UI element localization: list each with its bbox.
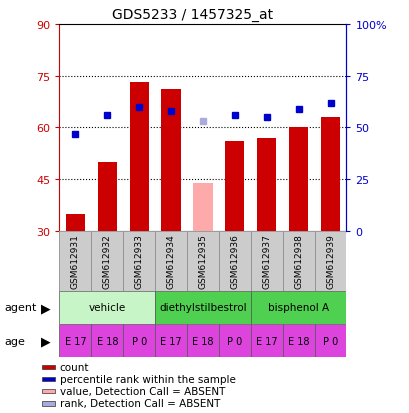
Text: ▶: ▶ bbox=[41, 301, 50, 314]
Bar bbox=[314, 324, 346, 357]
Bar bbox=[123, 231, 155, 291]
Text: E 17: E 17 bbox=[255, 336, 277, 346]
Text: E 17: E 17 bbox=[160, 336, 182, 346]
Bar bbox=[59, 324, 91, 357]
Text: age: age bbox=[4, 336, 25, 346]
Bar bbox=[43, 389, 54, 394]
Text: GSM612931: GSM612931 bbox=[71, 234, 80, 289]
Text: GSM612932: GSM612932 bbox=[103, 234, 112, 289]
Bar bbox=[225, 142, 244, 231]
Bar bbox=[250, 231, 282, 291]
Bar bbox=[91, 324, 123, 357]
Bar bbox=[129, 83, 148, 231]
Bar bbox=[218, 231, 250, 291]
Text: P 0: P 0 bbox=[322, 336, 337, 346]
Text: GSM612936: GSM612936 bbox=[230, 234, 239, 289]
Bar bbox=[193, 183, 212, 231]
Bar bbox=[256, 138, 276, 231]
Bar bbox=[155, 324, 187, 357]
Text: P 0: P 0 bbox=[131, 336, 146, 346]
Text: GSM612937: GSM612937 bbox=[262, 234, 271, 289]
Bar bbox=[66, 214, 85, 231]
Text: diethylstilbestrol: diethylstilbestrol bbox=[159, 303, 246, 313]
Text: value, Detection Call = ABSENT: value, Detection Call = ABSENT bbox=[60, 386, 225, 396]
Bar bbox=[187, 324, 218, 357]
Bar bbox=[123, 324, 155, 357]
Text: agent: agent bbox=[4, 303, 36, 313]
Bar bbox=[282, 231, 314, 291]
Bar bbox=[43, 377, 54, 382]
Text: GSM612934: GSM612934 bbox=[166, 234, 175, 289]
Bar bbox=[187, 231, 218, 291]
Text: P 0: P 0 bbox=[227, 336, 242, 346]
Text: E 18: E 18 bbox=[192, 336, 213, 346]
Text: GSM612938: GSM612938 bbox=[293, 234, 302, 289]
Bar bbox=[250, 291, 346, 324]
Text: percentile rank within the sample: percentile rank within the sample bbox=[60, 374, 235, 384]
Bar bbox=[59, 231, 91, 291]
Text: bisphenol A: bisphenol A bbox=[267, 303, 328, 313]
Bar bbox=[282, 324, 314, 357]
Bar bbox=[314, 231, 346, 291]
Text: E 18: E 18 bbox=[287, 336, 309, 346]
Bar bbox=[218, 324, 250, 357]
Text: E 17: E 17 bbox=[65, 336, 86, 346]
Bar bbox=[320, 118, 339, 231]
Bar bbox=[91, 231, 123, 291]
Text: GSM612939: GSM612939 bbox=[325, 234, 334, 289]
Text: rank, Detection Call = ABSENT: rank, Detection Call = ABSENT bbox=[60, 398, 220, 408]
Text: count: count bbox=[60, 362, 89, 372]
Bar bbox=[43, 365, 54, 370]
Bar bbox=[97, 162, 117, 231]
Bar bbox=[250, 324, 282, 357]
Bar bbox=[43, 401, 54, 406]
Bar bbox=[288, 128, 308, 231]
Text: GSM612935: GSM612935 bbox=[198, 234, 207, 289]
Text: vehicle: vehicle bbox=[88, 303, 126, 313]
Text: ▶: ▶ bbox=[41, 334, 50, 347]
Bar bbox=[161, 90, 180, 231]
Bar bbox=[59, 291, 155, 324]
Bar bbox=[155, 291, 250, 324]
Bar bbox=[155, 231, 187, 291]
Text: GDS5233 / 1457325_at: GDS5233 / 1457325_at bbox=[112, 8, 272, 22]
Text: GSM612933: GSM612933 bbox=[134, 234, 143, 289]
Text: E 18: E 18 bbox=[96, 336, 118, 346]
